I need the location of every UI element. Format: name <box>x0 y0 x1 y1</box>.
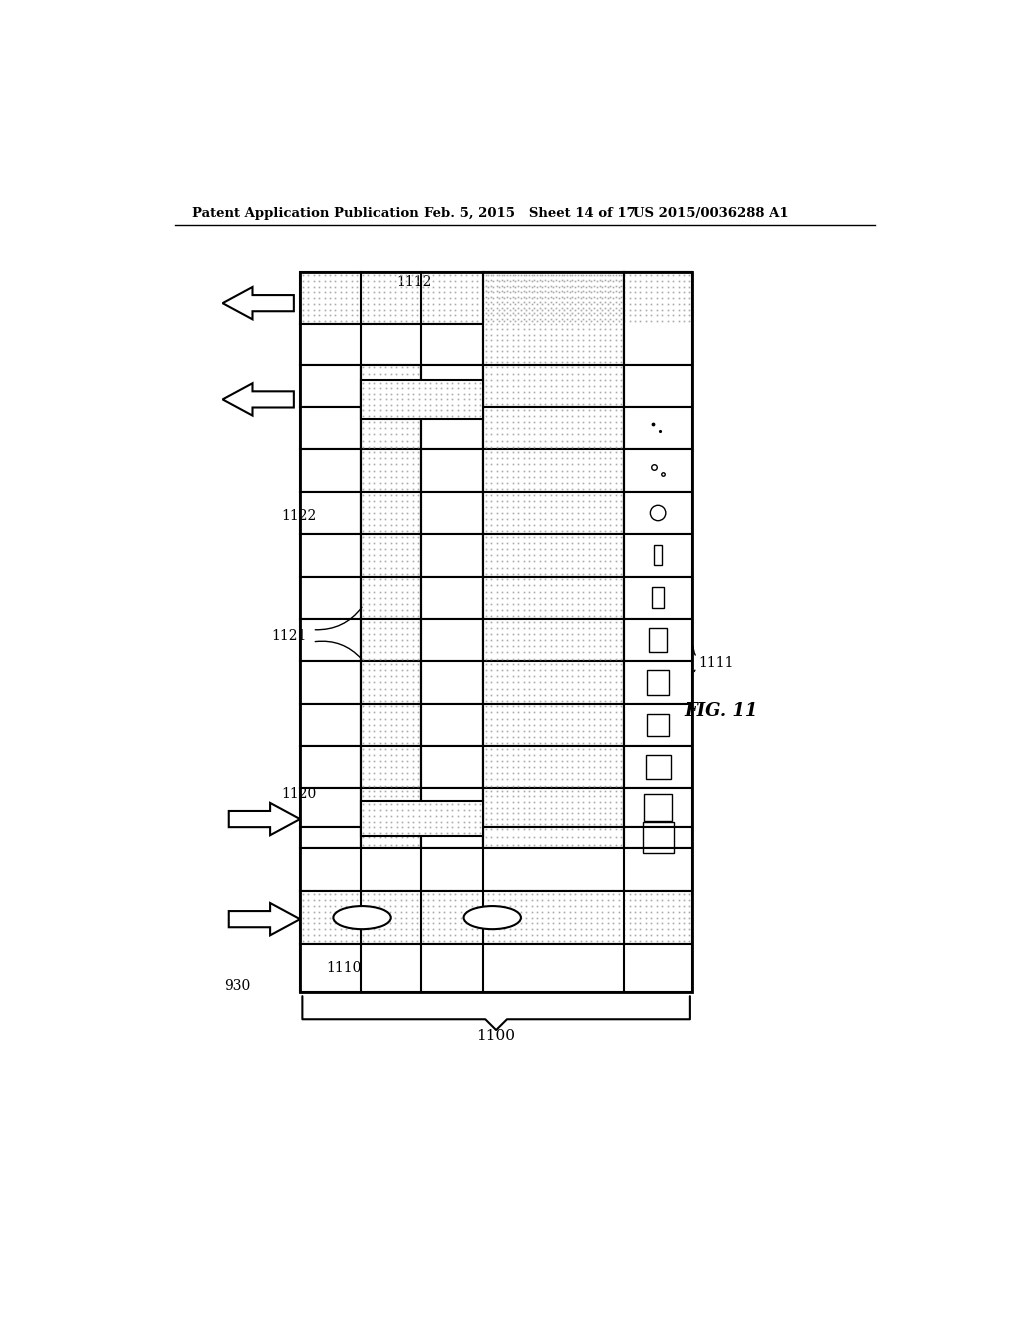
Bar <box>483 746 624 788</box>
Bar <box>644 793 672 821</box>
Text: 1122: 1122 <box>281 510 316 524</box>
Bar <box>624 619 692 661</box>
Bar <box>421 450 483 492</box>
Bar <box>360 619 421 661</box>
Bar <box>483 492 624 535</box>
Bar <box>300 661 360 704</box>
Ellipse shape <box>464 906 521 929</box>
Bar <box>360 661 421 704</box>
Text: Feb. 5, 2015   Sheet 14 of 17: Feb. 5, 2015 Sheet 14 of 17 <box>424 207 636 220</box>
Text: 930: 930 <box>224 979 251 993</box>
Bar <box>483 619 624 661</box>
Bar <box>624 826 692 847</box>
Text: 1120: 1120 <box>281 787 316 801</box>
Bar <box>300 450 360 492</box>
Bar <box>300 891 692 944</box>
Bar <box>624 577 692 619</box>
Bar <box>300 272 692 991</box>
Text: 1111: 1111 <box>698 656 734 669</box>
Bar <box>483 577 624 619</box>
Bar <box>624 535 692 577</box>
Bar <box>624 407 692 449</box>
Ellipse shape <box>334 906 391 929</box>
Bar <box>300 407 360 449</box>
Bar <box>360 380 483 418</box>
Bar <box>300 272 692 323</box>
Bar <box>647 671 669 694</box>
Bar <box>300 535 360 577</box>
Polygon shape <box>222 286 294 319</box>
Bar <box>421 577 483 619</box>
Bar <box>360 492 421 535</box>
Bar <box>646 755 671 779</box>
Bar <box>300 704 360 746</box>
Bar <box>483 272 624 364</box>
Text: 1121: 1121 <box>271 628 306 643</box>
Bar <box>421 535 483 577</box>
Text: US 2015/0036288 A1: US 2015/0036288 A1 <box>633 207 788 220</box>
Bar <box>421 619 483 661</box>
Bar <box>300 788 360 826</box>
Text: 1112: 1112 <box>396 276 431 289</box>
Bar <box>421 364 483 407</box>
Bar <box>360 450 421 492</box>
Bar <box>360 801 483 836</box>
Bar <box>624 788 692 826</box>
Bar <box>421 661 483 704</box>
Bar <box>300 826 360 847</box>
Bar <box>421 788 483 826</box>
Bar <box>300 746 360 788</box>
Bar <box>360 535 421 577</box>
Bar <box>624 704 692 746</box>
Bar <box>652 587 665 609</box>
Bar <box>300 364 360 407</box>
Bar <box>483 364 624 407</box>
Bar <box>624 364 692 407</box>
Bar <box>360 746 421 788</box>
Text: 1110: 1110 <box>327 961 362 975</box>
Bar <box>483 535 624 577</box>
Polygon shape <box>228 803 300 836</box>
Bar <box>647 714 669 735</box>
Bar <box>483 450 624 492</box>
Bar <box>421 407 483 449</box>
Bar <box>624 492 692 535</box>
Bar <box>300 577 360 619</box>
Bar <box>300 323 692 364</box>
Bar <box>649 628 668 652</box>
Bar <box>421 746 483 788</box>
Bar <box>300 944 692 991</box>
Bar <box>483 826 624 847</box>
Bar <box>300 619 360 661</box>
Bar <box>360 407 421 449</box>
Bar <box>360 577 421 619</box>
Text: FIG. 11: FIG. 11 <box>684 702 758 721</box>
Bar <box>654 545 662 565</box>
Bar <box>421 704 483 746</box>
Bar <box>360 704 421 746</box>
Bar <box>421 826 483 847</box>
Bar <box>643 822 674 853</box>
Bar <box>360 826 421 847</box>
Bar <box>421 492 483 535</box>
Polygon shape <box>228 903 300 936</box>
Bar <box>624 272 692 364</box>
Bar <box>624 746 692 788</box>
Bar <box>624 661 692 704</box>
Text: Patent Application Publication: Patent Application Publication <box>191 207 418 220</box>
Bar <box>624 450 692 492</box>
Bar <box>300 847 692 891</box>
Bar <box>300 492 360 535</box>
Polygon shape <box>222 383 294 416</box>
Bar <box>360 788 421 826</box>
Bar <box>483 788 624 826</box>
Bar <box>360 364 421 407</box>
Bar <box>483 661 624 704</box>
Bar <box>483 704 624 746</box>
Text: 1100: 1100 <box>476 1028 516 1043</box>
Bar <box>483 407 624 449</box>
